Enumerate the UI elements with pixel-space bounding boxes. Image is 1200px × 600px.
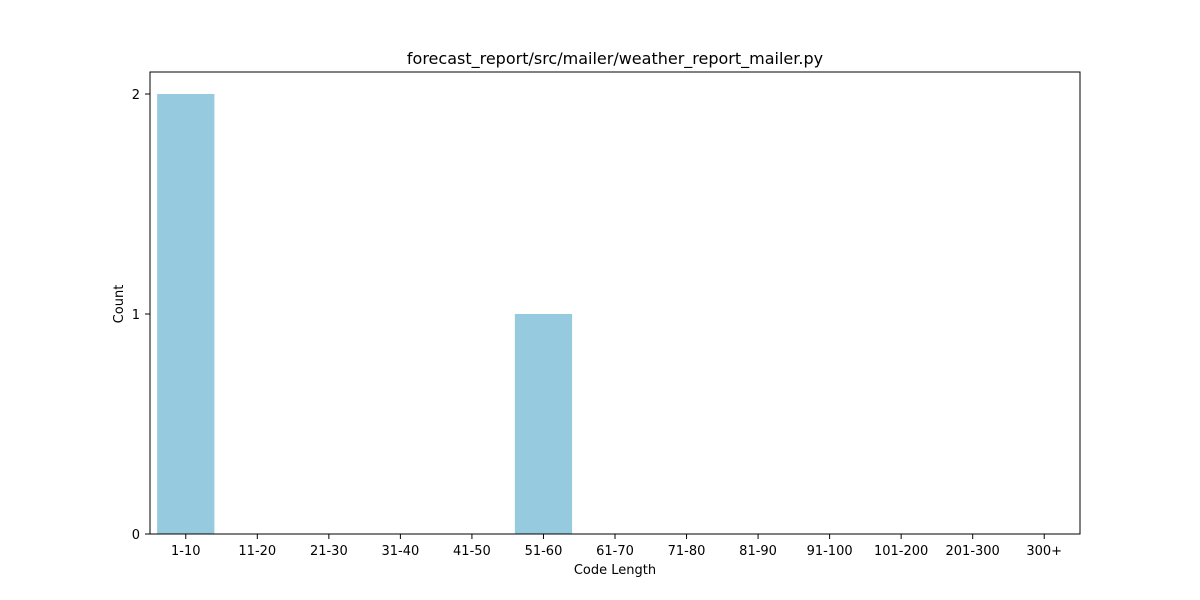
bar-51-60 xyxy=(514,314,573,534)
chart-title: forecast_report/src/mailer/weather_repor… xyxy=(407,49,823,69)
x-tick-label: 51-60 xyxy=(525,544,563,559)
x-tick-label: 101-200 xyxy=(874,544,928,559)
y-tick-label: 2 xyxy=(132,88,140,103)
bars-layer xyxy=(157,94,573,534)
ticks-layer: 1-10 11-20 21-30 31-40 41-50 51-60 61-70 71-80 8… xyxy=(132,88,1062,559)
x-tick-label: 61-70 xyxy=(596,544,634,559)
x-tick-label: 91-100 xyxy=(807,544,853,559)
x-tick-label: 1-10 xyxy=(171,544,201,559)
x-axis-label: Code Length xyxy=(574,563,656,578)
plot-frame xyxy=(149,71,1081,535)
x-tick-label: 11-20 xyxy=(238,544,276,559)
x-tick-label: 41-50 xyxy=(453,544,491,559)
x-tick-label: 81-90 xyxy=(739,544,777,559)
bar-1-10 xyxy=(157,94,215,534)
x-tick-label: 201-300 xyxy=(946,544,1000,559)
y-axis-label: Count xyxy=(112,285,127,324)
axes-layer xyxy=(149,71,1081,535)
y-tick-label: 1 xyxy=(132,308,140,323)
x-tick-label: 300+ xyxy=(1026,544,1062,559)
x-tick-label: 71-80 xyxy=(668,544,706,559)
x-tick-label: 21-30 xyxy=(310,544,348,559)
y-tick-label: 0 xyxy=(132,528,140,543)
x-tick-label: 31-40 xyxy=(381,544,419,559)
